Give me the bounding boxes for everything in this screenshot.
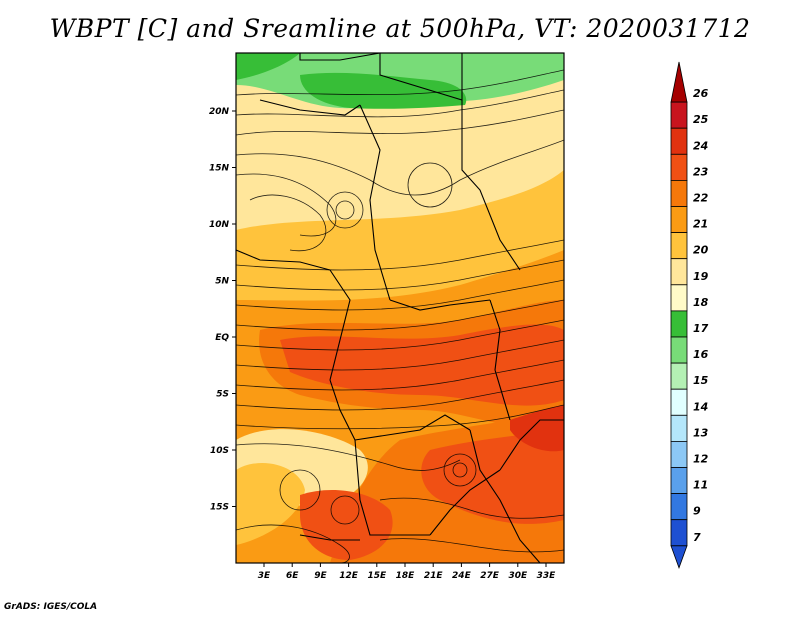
colorbar-label: 22 [693, 192, 709, 205]
colorbar-swatch [670, 310, 688, 338]
colorbar-label: 11 [693, 479, 708, 492]
lat-label: 15S [210, 503, 229, 513]
lon-label: 3E [258, 571, 271, 581]
map-title: WBPT [C] and Sreamline at 500hPa, VT: 20… [49, 14, 751, 43]
lon-label: 30E [508, 571, 528, 581]
lat-label: 20N [209, 107, 230, 117]
colorbar-swatch [670, 336, 688, 364]
colorbar-label: 15 [693, 374, 709, 387]
lon-label: 6E [286, 571, 299, 581]
colorbar-swatch [670, 153, 688, 181]
colorbar-label: 9 [693, 505, 701, 518]
colorbar-label: 13 [693, 426, 709, 439]
colorbar-label: 21 [693, 218, 708, 231]
colorbar-label: 24 [693, 139, 708, 152]
colorbar-swatch [670, 179, 688, 207]
colorbar-label: 26 [693, 87, 709, 100]
lon-label: 24E [452, 571, 472, 581]
lon-label: 33E [537, 571, 557, 581]
map-panel [236, 53, 564, 563]
lon-label: 18E [396, 571, 416, 581]
colorbar-swatch [670, 232, 688, 260]
colorbar-swatch [670, 467, 688, 495]
colorbar-bottom-arrow [670, 545, 688, 569]
lon-label: 21E [424, 571, 444, 581]
colorbar-label: 23 [693, 165, 709, 178]
grads-credit: GrADS: IGES/COLA [4, 602, 98, 612]
lat-label: 10S [210, 446, 229, 456]
lat-label: 15N [209, 164, 230, 174]
lat-label: 5N [215, 277, 229, 287]
colorbar-label: 16 [693, 348, 709, 361]
colorbar-swatch [670, 101, 688, 129]
colorbar-swatch [670, 440, 688, 468]
longitude-axis: 3E 6E 9E 12E 15E 18E 21E 24E 27E 30E 33E [258, 563, 556, 581]
latitude-axis: 20N 15N 10N 5N EQ 5S 10S 15S [209, 107, 236, 513]
lon-label: 12E [339, 571, 359, 581]
lat-label: EQ [215, 333, 229, 343]
colorbar-label: 7 [693, 531, 701, 544]
colorbar-swatch [670, 493, 688, 521]
lat-label: 10N [209, 220, 230, 230]
colorbar-swatch [670, 258, 688, 286]
colorbar-swatch [670, 519, 688, 547]
map-frame [235, 52, 565, 564]
colorbar-label: 14 [693, 400, 708, 413]
lon-label: 27E [480, 571, 500, 581]
colorbar-label: 12 [693, 453, 709, 466]
colorbar-label: 18 [693, 296, 709, 309]
colorbar-label: 17 [693, 322, 709, 335]
lon-label: 15E [367, 571, 387, 581]
colorbar-swatch [670, 414, 688, 442]
lat-label: 5S [216, 390, 229, 400]
colorbar-label: 25 [693, 113, 709, 126]
colorbar-swatch [670, 206, 688, 234]
colorbar-top-arrow [670, 61, 688, 103]
colorbar-swatch [670, 388, 688, 416]
colorbar: 26 25 24 23 22 21 20 19 18 17 16 15 14 13 12 11 9 7 [670, 61, 709, 569]
colorbar-swatch [670, 284, 688, 312]
lon-label: 9E [314, 571, 327, 581]
colorbar-label: 19 [693, 270, 709, 283]
colorbar-swatch [670, 127, 688, 155]
colorbar-label: 20 [693, 244, 709, 257]
colorbar-swatch [670, 362, 688, 390]
